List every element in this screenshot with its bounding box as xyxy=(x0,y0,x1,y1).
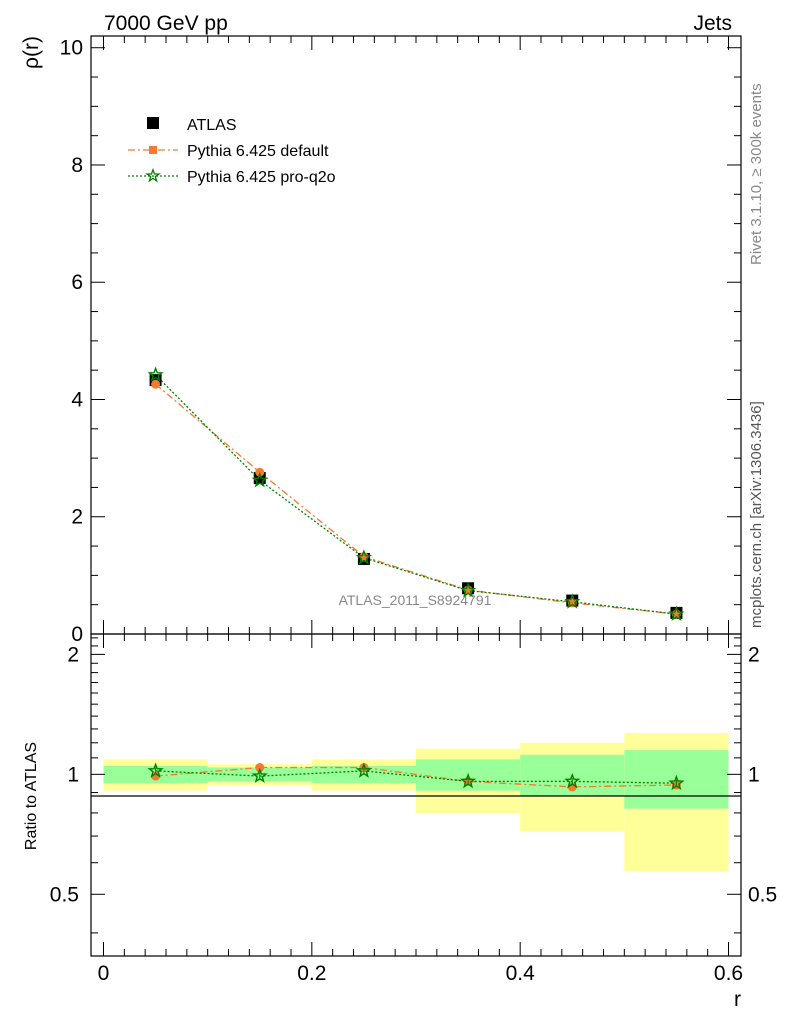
ratio-band-inner xyxy=(311,765,416,784)
mcplots-label: mcplots.cern.ch [arXiv:1306.3436] xyxy=(748,401,765,628)
ratio-y-tick-label: 2 xyxy=(67,643,79,666)
x-tick-label: 0.2 xyxy=(297,962,326,985)
proq2o-data-point xyxy=(355,549,373,565)
ratio-y-axis-label: Ratio to ATLAS xyxy=(23,742,40,850)
ratio-proq2o-point xyxy=(668,774,685,791)
x-tick-labels: 0 0.2 0.4 0.6 xyxy=(98,962,743,985)
ratio-proq2o-point xyxy=(355,762,373,778)
x-tick-label: 0.6 xyxy=(714,962,743,985)
watermark-label: ATLAS_2011_S8924791 xyxy=(339,592,492,608)
main-y-tick-label: 4 xyxy=(71,388,83,411)
ratio-proq2o-point xyxy=(459,772,477,789)
ratio-default-point xyxy=(151,771,161,781)
main-series-lines xyxy=(155,374,677,615)
default-data-point xyxy=(151,379,161,389)
ratio-proq2o-point xyxy=(147,762,164,778)
ratio-y-tick-label-right: 2 xyxy=(748,643,760,666)
ratio-plot-frame xyxy=(90,633,742,957)
proq2o-data-point xyxy=(251,471,268,488)
x-tick-label: 0.4 xyxy=(506,962,536,985)
proq2o-data-point xyxy=(564,593,581,609)
proq2o-data-point xyxy=(460,582,477,598)
rivet-version-label: Rivet 3.1.10, ≥ 300k events xyxy=(748,83,765,265)
ratio-y-tick-label-right: 0.5 xyxy=(748,883,777,906)
legend-label-default: Pythia 6.425 default xyxy=(187,143,329,160)
main-y-axis-label: ρ(r) xyxy=(20,36,43,69)
ratio-default-point xyxy=(567,782,577,792)
legend: ATLAS Pythia 6.425 default Pythia 6.425 … xyxy=(128,117,336,186)
ratio-series-markers xyxy=(147,762,685,792)
legend-label-proq2o: Pythia 6.425 pro-q2o xyxy=(187,169,336,186)
proq2o-data-point xyxy=(668,605,685,621)
main-y-tick-label: 2 xyxy=(71,506,83,529)
ratio-default-point xyxy=(255,763,265,773)
main-line-circle xyxy=(155,383,677,615)
ratio-line-0 xyxy=(155,766,677,788)
ratio-plot: 0.5 0.5 1 1 2 2 Ratio to ATLAS 0 0.2 0.4 0.6 r xyxy=(23,633,777,1011)
legend-marker-default xyxy=(149,146,157,154)
legend-marker-proq2o xyxy=(145,167,161,183)
header-left: 7000 GeV pp xyxy=(104,12,228,35)
ratio-line-1 xyxy=(155,770,677,784)
ratio-ticks: 0.5 0.5 1 1 2 2 xyxy=(50,634,777,956)
x-tick-label: 0 xyxy=(98,962,110,985)
main-y-tick-label: 0 xyxy=(71,623,83,646)
main-line-star xyxy=(155,374,677,615)
header-right: Jets xyxy=(693,12,732,35)
ratio-y-tick-label: 1 xyxy=(67,763,79,786)
main-series-markers xyxy=(147,366,685,621)
main-ticks: 0 2 4 6 8 10 xyxy=(60,36,741,646)
main-y-tick-label: 8 xyxy=(71,154,83,177)
main-y-tick-label: 10 xyxy=(60,37,83,60)
ratio-uncertainty-bands xyxy=(103,732,729,872)
ratio-proq2o-point xyxy=(564,772,581,789)
ratio-proq2o-point xyxy=(251,767,268,783)
x-axis-label: r xyxy=(734,988,741,1011)
ratio-band-inner xyxy=(624,750,729,809)
ratio-y-tick-label-right: 1 xyxy=(748,763,760,786)
legend-label-atlas: ATLAS xyxy=(187,117,237,134)
ratio-series-lines xyxy=(155,766,677,788)
legend-marker-atlas xyxy=(147,117,159,129)
proq2o-data-point xyxy=(147,366,164,382)
main-y-tick-label: 6 xyxy=(71,271,83,294)
ratio-y-tick-label: 0.5 xyxy=(50,883,79,906)
main-plot: 0 2 4 6 8 10 ρ(r) ATLAS_2011_S8924791 ATLAS P… xyxy=(20,35,742,646)
